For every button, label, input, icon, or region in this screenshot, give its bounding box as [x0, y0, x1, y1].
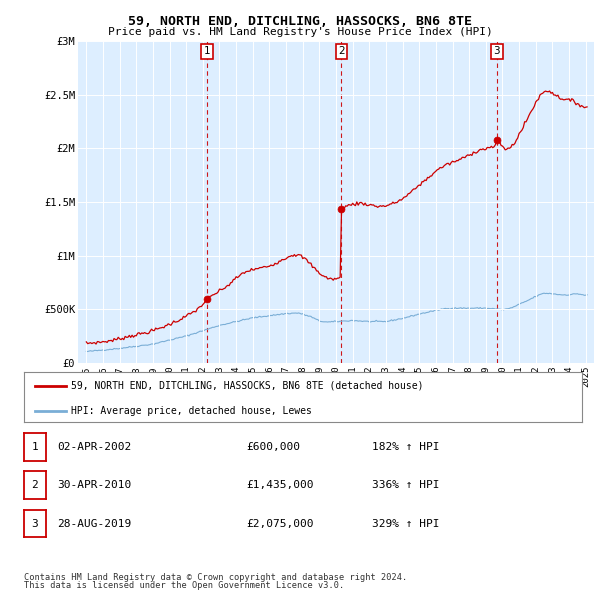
Text: £2,075,000: £2,075,000	[246, 519, 314, 529]
Text: £1,435,000: £1,435,000	[246, 480, 314, 490]
Text: 59, NORTH END, DITCHLING, HASSOCKS, BN6 8TE: 59, NORTH END, DITCHLING, HASSOCKS, BN6 …	[128, 15, 472, 28]
Text: £600,000: £600,000	[246, 442, 300, 452]
Text: 329% ↑ HPI: 329% ↑ HPI	[372, 519, 439, 529]
Text: 30-APR-2010: 30-APR-2010	[57, 480, 131, 490]
Text: 59, NORTH END, DITCHLING, HASSOCKS, BN6 8TE (detached house): 59, NORTH END, DITCHLING, HASSOCKS, BN6 …	[71, 381, 424, 391]
Text: HPI: Average price, detached house, Lewes: HPI: Average price, detached house, Lewe…	[71, 406, 313, 416]
Text: 28-AUG-2019: 28-AUG-2019	[57, 519, 131, 529]
Text: 1: 1	[203, 46, 211, 56]
Text: Contains HM Land Registry data © Crown copyright and database right 2024.: Contains HM Land Registry data © Crown c…	[24, 573, 407, 582]
Text: Price paid vs. HM Land Registry's House Price Index (HPI): Price paid vs. HM Land Registry's House …	[107, 27, 493, 37]
Text: 2: 2	[31, 480, 38, 490]
Text: 3: 3	[31, 519, 38, 529]
Text: 2: 2	[338, 46, 345, 56]
Text: 336% ↑ HPI: 336% ↑ HPI	[372, 480, 439, 490]
Text: This data is licensed under the Open Government Licence v3.0.: This data is licensed under the Open Gov…	[24, 581, 344, 590]
Text: 02-APR-2002: 02-APR-2002	[57, 442, 131, 452]
Text: 182% ↑ HPI: 182% ↑ HPI	[372, 442, 439, 452]
Text: 1: 1	[31, 442, 38, 452]
Text: 3: 3	[493, 46, 500, 56]
